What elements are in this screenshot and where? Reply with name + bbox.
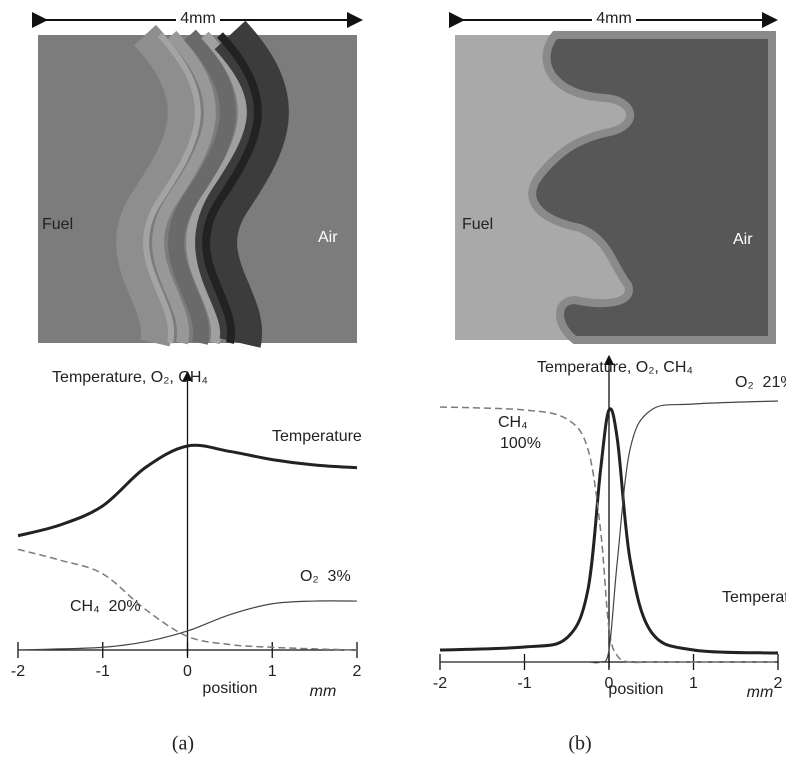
annotation: CH₄ bbox=[498, 414, 528, 431]
x-tick-label: -1 bbox=[96, 663, 110, 680]
x-tick-label: 2 bbox=[353, 663, 362, 680]
caption: (a) bbox=[172, 733, 194, 755]
line-1 bbox=[439, 406, 778, 664]
y-axis-label: Temperature, O₂, CH₄ bbox=[52, 369, 208, 386]
annotation: 100% bbox=[500, 435, 541, 452]
x-tick-label: -2 bbox=[433, 675, 447, 692]
caption: (b) bbox=[568, 733, 591, 755]
flame-image-b: Fuel Air 4mm bbox=[449, 10, 778, 344]
x-axis-label: position bbox=[608, 681, 663, 698]
x-axis-unit: mm bbox=[747, 684, 774, 701]
x-tick-label: -2 bbox=[11, 663, 25, 680]
x-tick-label: -1 bbox=[517, 675, 531, 692]
scale-label: 4mm bbox=[180, 10, 216, 27]
x-tick-label: 2 bbox=[774, 675, 783, 692]
x-tick-label: 1 bbox=[268, 663, 277, 680]
line-2 bbox=[440, 400, 779, 664]
air-label: Air bbox=[733, 231, 753, 248]
annotation: Temperature bbox=[272, 428, 362, 445]
flame-image-a: Fuel Air 4mm bbox=[32, 10, 363, 348]
annotation: O₂ 3% bbox=[300, 568, 351, 585]
line-0 bbox=[17, 443, 358, 538]
fuel-label: Fuel bbox=[462, 216, 493, 233]
line-2 bbox=[17, 600, 358, 651]
annotation: O₂ 21% bbox=[735, 374, 786, 391]
x-tick-label: 1 bbox=[689, 675, 698, 692]
scale-label: 4mm bbox=[596, 10, 632, 27]
x-tick-label: 0 bbox=[183, 663, 192, 680]
air-label: Air bbox=[318, 229, 338, 246]
line-0 bbox=[439, 407, 779, 655]
line-1 bbox=[17, 548, 358, 651]
annotation: CH₄ 20% bbox=[70, 598, 141, 615]
x-axis-unit: mm bbox=[310, 683, 337, 700]
annotation: Temperature bbox=[722, 589, 786, 606]
x-tick-label: 0 bbox=[605, 675, 614, 692]
y-axis-label: Temperature, O₂, CH₄ bbox=[537, 359, 693, 376]
fuel-label: Fuel bbox=[42, 216, 73, 233]
x-axis-label: position bbox=[202, 680, 257, 697]
